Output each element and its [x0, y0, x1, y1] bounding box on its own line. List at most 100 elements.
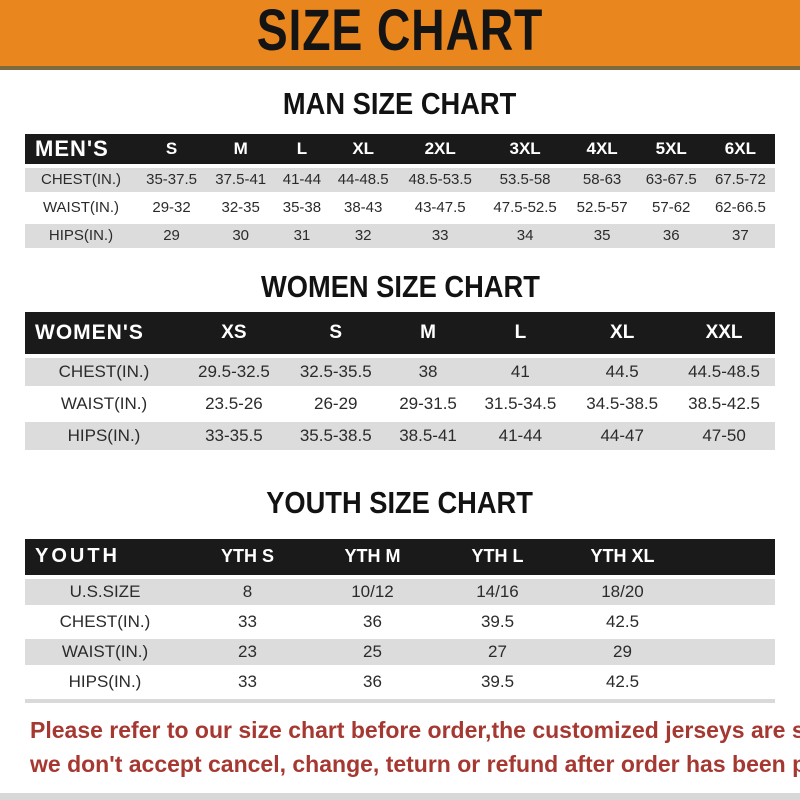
row-label: CHEST(IN.): [25, 358, 183, 387]
size-value-cell: 38: [386, 358, 470, 387]
table-row: WAIST(IN.) 23 25 27 29: [25, 638, 775, 665]
size-value-cell: 38-43: [328, 195, 398, 220]
women-size-table: WOMEN'S XS S M L XL XXL CHEST(IN.) 29.5-32.5 32.5…: [25, 308, 775, 454]
size-value-cell: 57-62: [636, 195, 706, 220]
column-header: YTH L: [471, 546, 524, 567]
row-filler: [685, 668, 775, 695]
youth-size-table: YOUTH YTH S YTH M YTH L YTH XL U.S.SIZE 8 10/12…: [25, 535, 775, 699]
column-header: YTH M: [344, 546, 401, 567]
size-value-cell: 33: [185, 668, 310, 695]
column-header: M: [420, 322, 436, 344]
column-header: XL: [610, 322, 635, 344]
youth-section-heading: YOUTH SIZE CHART: [0, 485, 800, 521]
size-value-cell: 48.5-53.5: [397, 167, 483, 192]
men-section-heading-text: MAN SIZE CHART: [283, 86, 517, 121]
row-filler: [685, 638, 775, 665]
youth-size-section: YOUTH SIZE CHART YOUTH YTH S YTH M YTH L YTH…: [0, 485, 800, 703]
women-section-heading: WOMEN SIZE CHART: [0, 269, 800, 305]
size-value-cell: 23: [185, 638, 310, 665]
table-row: U.S.SIZE 8 10/12 14/16 18/20: [25, 578, 775, 605]
size-value-cell: 35.5-38.5: [284, 422, 387, 451]
size-value-cell: 44-48.5: [328, 167, 398, 192]
column-header: 2XL: [424, 138, 456, 158]
size-value-cell: 14/16: [435, 578, 560, 605]
men-size-table: MEN'S S M L XL 2XL 3XL 4XL 5XL 6XL CHEST(IN.) 35-37…: [25, 130, 775, 252]
size-value-cell: 38.5-42.5: [673, 390, 775, 419]
size-value-cell: 36: [310, 608, 435, 635]
column-header: XL: [352, 138, 375, 158]
youth-section-heading-text: YOUTH SIZE CHART: [266, 485, 534, 521]
size-value-cell: 58-63: [567, 167, 637, 192]
size-value-cell: 52.5-57: [567, 195, 637, 220]
size-value-cell: 39.5: [435, 608, 560, 635]
size-value-cell: 44.5-48.5: [673, 358, 775, 387]
table-row: HIPS(IN.) 33 36 39.5 42.5: [25, 668, 775, 695]
size-value-cell: 42.5: [560, 608, 685, 635]
row-label: WAIST(IN.): [25, 638, 185, 665]
column-header: M: [233, 138, 248, 158]
table-row: WAIST(IN.) 29-32 32-35 35-38 38-43 43-47.5 47.…: [25, 195, 775, 220]
size-value-cell: 25: [310, 638, 435, 665]
column-header: XS: [221, 322, 247, 344]
size-value-cell: 67.5-72: [705, 167, 775, 192]
size-value-cell: 35-37.5: [137, 167, 207, 192]
youth-table-end-strip: [25, 698, 775, 703]
size-value-cell: 44.5: [571, 358, 674, 387]
size-value-cell: 47.5-52.5: [482, 195, 568, 220]
table-corner-label: YOUTH: [35, 545, 120, 568]
column-header: 4XL: [586, 138, 618, 158]
size-value-cell: 43-47.5: [397, 195, 483, 220]
row-label: U.S.SIZE: [25, 578, 185, 605]
header-filler: [685, 539, 775, 575]
size-value-cell: 10/12: [310, 578, 435, 605]
row-filler: [685, 578, 775, 605]
size-value-cell: 33: [185, 608, 310, 635]
size-value-cell: 32-35: [206, 195, 276, 220]
table-row: HIPS(IN.) 33-35.5 35.5-38.5 38.5-41 41-44 44-…: [25, 422, 775, 451]
column-header: L: [296, 138, 308, 158]
size-value-cell: 32.5-35.5: [284, 358, 387, 387]
size-value-cell: 29: [560, 638, 685, 665]
size-chart-banner: SIZE CHART: [0, 0, 800, 70]
size-value-cell: 44-47: [571, 422, 674, 451]
size-value-cell: 41: [469, 358, 572, 387]
column-header: S: [329, 322, 343, 344]
size-value-cell: 29.5-32.5: [183, 358, 285, 387]
size-value-cell: 33: [397, 223, 483, 248]
table-row: CHEST(IN.) 35-37.5 37.5-41 41-44 44-48.5 48.5…: [25, 167, 775, 192]
women-section-heading-text: WOMEN SIZE CHART: [260, 268, 540, 304]
column-header: S: [165, 138, 178, 158]
men-section-heading: MAN SIZE CHART: [0, 86, 800, 122]
size-value-cell: 38.5-41: [386, 422, 470, 451]
disclaimer-note: Please refer to our size chart before or…: [0, 713, 800, 781]
column-header: YTH XL: [590, 546, 655, 567]
table-row: CHEST(IN.) 33 36 39.5 42.5: [25, 608, 775, 635]
bottom-edge-strip: [0, 793, 800, 800]
row-filler: [685, 608, 775, 635]
column-header: 5XL: [655, 138, 687, 158]
column-header: YTH S: [220, 546, 274, 567]
size-value-cell: 31.5-34.5: [469, 390, 572, 419]
size-value-cell: 47-50: [673, 422, 775, 451]
size-value-cell: 27: [435, 638, 560, 665]
row-label: CHEST(IN.): [25, 608, 185, 635]
size-value-cell: 35-38: [275, 195, 329, 220]
banner-title: SIZE CHART: [256, 0, 544, 63]
women-size-section: WOMEN SIZE CHART WOMEN'S XS S M L XL XXL CHEST(…: [0, 269, 800, 455]
size-value-cell: 35: [567, 223, 637, 248]
row-label: WAIST(IN.): [25, 390, 183, 419]
table-header-row: YOUTH YTH S YTH M YTH L YTH XL: [25, 538, 775, 575]
size-value-cell: 41-44: [469, 422, 572, 451]
disclaimer-line-1: Please refer to our size chart before or…: [30, 716, 800, 743]
size-value-cell: 30: [206, 223, 276, 248]
size-value-cell: 26-29: [284, 390, 387, 419]
disclaimer-line-2: we don't accept cancel, change, teturn o…: [30, 750, 800, 777]
size-value-cell: 42.5: [560, 668, 685, 695]
table-row: WAIST(IN.) 23.5-26 26-29 29-31.5 31.5-34.5 34…: [25, 390, 775, 419]
men-size-section: MAN SIZE CHART MEN'S S M L XL 2XL 3XL 4XL 5XL 6XL…: [0, 86, 800, 252]
row-label: WAIST(IN.): [25, 195, 137, 220]
size-value-cell: 34.5-38.5: [571, 390, 674, 419]
size-value-cell: 31: [275, 223, 329, 248]
row-label: CHEST(IN.): [25, 167, 137, 192]
